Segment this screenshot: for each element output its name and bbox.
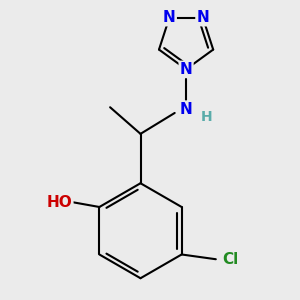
Text: N: N [163,10,176,25]
Text: HO: HO [46,195,72,210]
Text: N: N [196,10,209,25]
Text: H: H [201,110,213,124]
Text: N: N [180,102,193,117]
Text: N: N [180,62,193,77]
Text: Cl: Cl [222,252,238,267]
